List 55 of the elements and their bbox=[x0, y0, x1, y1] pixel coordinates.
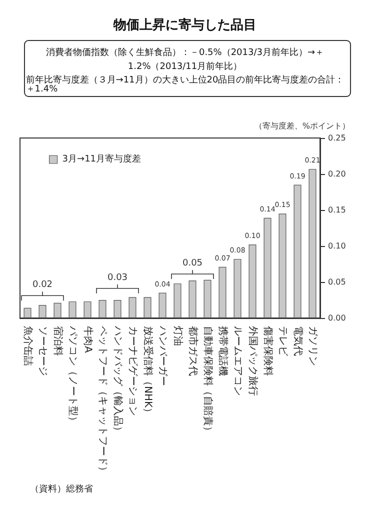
y-tick-label: 0.00 bbox=[328, 314, 346, 322]
bar bbox=[294, 184, 302, 318]
bar bbox=[68, 301, 76, 318]
bar bbox=[38, 305, 46, 318]
bar bbox=[188, 280, 196, 318]
bar bbox=[144, 297, 152, 318]
bar bbox=[204, 280, 212, 318]
x-tick-label: 魚介缶詰 bbox=[22, 326, 34, 366]
legend-label: 3月→11月寄与度差 bbox=[62, 154, 142, 164]
annotation: 0.05 bbox=[182, 258, 203, 268]
y-tick-label: 0.20 bbox=[328, 170, 346, 178]
text: （資料）総務省 bbox=[30, 484, 93, 494]
x-tick-label: 牛肉A bbox=[82, 326, 94, 353]
x-tick-label: 都市ガス代 bbox=[187, 326, 199, 376]
bar bbox=[308, 168, 316, 318]
x-tick-label: ハンドバッグ（輸入品） bbox=[112, 325, 124, 436]
bar bbox=[24, 308, 32, 318]
x-tick-label: 電気代 bbox=[292, 326, 303, 356]
bar bbox=[248, 244, 256, 318]
x-tick-label: パソコン（ノート型） bbox=[67, 325, 79, 426]
bar bbox=[158, 292, 166, 318]
bar bbox=[98, 300, 106, 318]
bar bbox=[264, 218, 272, 318]
bar bbox=[234, 258, 242, 318]
y-axis-title: （寄与度差、%ポイント） bbox=[254, 122, 350, 130]
y-tick-label: 0.10 bbox=[328, 242, 346, 250]
x-tick-label: ソーセージ bbox=[37, 326, 48, 376]
bar bbox=[84, 301, 92, 318]
x-tick-label: 外国パック旅行 bbox=[247, 326, 259, 396]
x-tick-label: ルームエアコン bbox=[232, 326, 243, 396]
text: 前年比寄与度差（３月→11月）の大きい上位20品目の前年比寄与度差の合計：＋1.4% bbox=[26, 74, 344, 94]
x-tick-label: 宿泊料 bbox=[52, 326, 64, 356]
x-tick-label: 携帯電話機 bbox=[217, 326, 229, 376]
x-tick-label: ハンバーガー bbox=[157, 325, 168, 386]
annotation: 0.03 bbox=[107, 272, 128, 283]
x-tick-label: ペットフード（キャットフード） bbox=[97, 326, 108, 476]
x-tick-label: 自動車保険料（自賠責） bbox=[202, 326, 214, 436]
chart-title: 物価上昇に寄与した品目 bbox=[112, 17, 256, 33]
x-tick-label: 灯油 bbox=[172, 326, 184, 346]
chart-subtitle: 消費者物価指数（除く生鮮食品）：－0.5%（2013/3月前年比）→＋1.2%（2013/11月前年比） bbox=[46, 47, 324, 72]
x-tick-label: カーナビゲーション bbox=[127, 326, 138, 416]
y-tick-label: 0.15 bbox=[328, 206, 346, 214]
bar bbox=[54, 302, 62, 318]
x-tick-label: 傷害保険料 bbox=[262, 326, 274, 376]
bar bbox=[174, 283, 182, 318]
bar bbox=[114, 300, 122, 318]
y-tick-label: 0.25 bbox=[328, 134, 346, 142]
x-tick-label: 放送受信料（NHK） bbox=[142, 326, 154, 418]
x-tick-label: テレビ bbox=[277, 326, 288, 357]
bar bbox=[128, 297, 136, 318]
x-tick-label: ガソリン bbox=[307, 326, 318, 366]
y-tick-label: 0.05 bbox=[328, 278, 346, 286]
bar bbox=[278, 214, 286, 318]
bar bbox=[218, 266, 226, 318]
annotation: 0.02 bbox=[32, 280, 53, 290]
